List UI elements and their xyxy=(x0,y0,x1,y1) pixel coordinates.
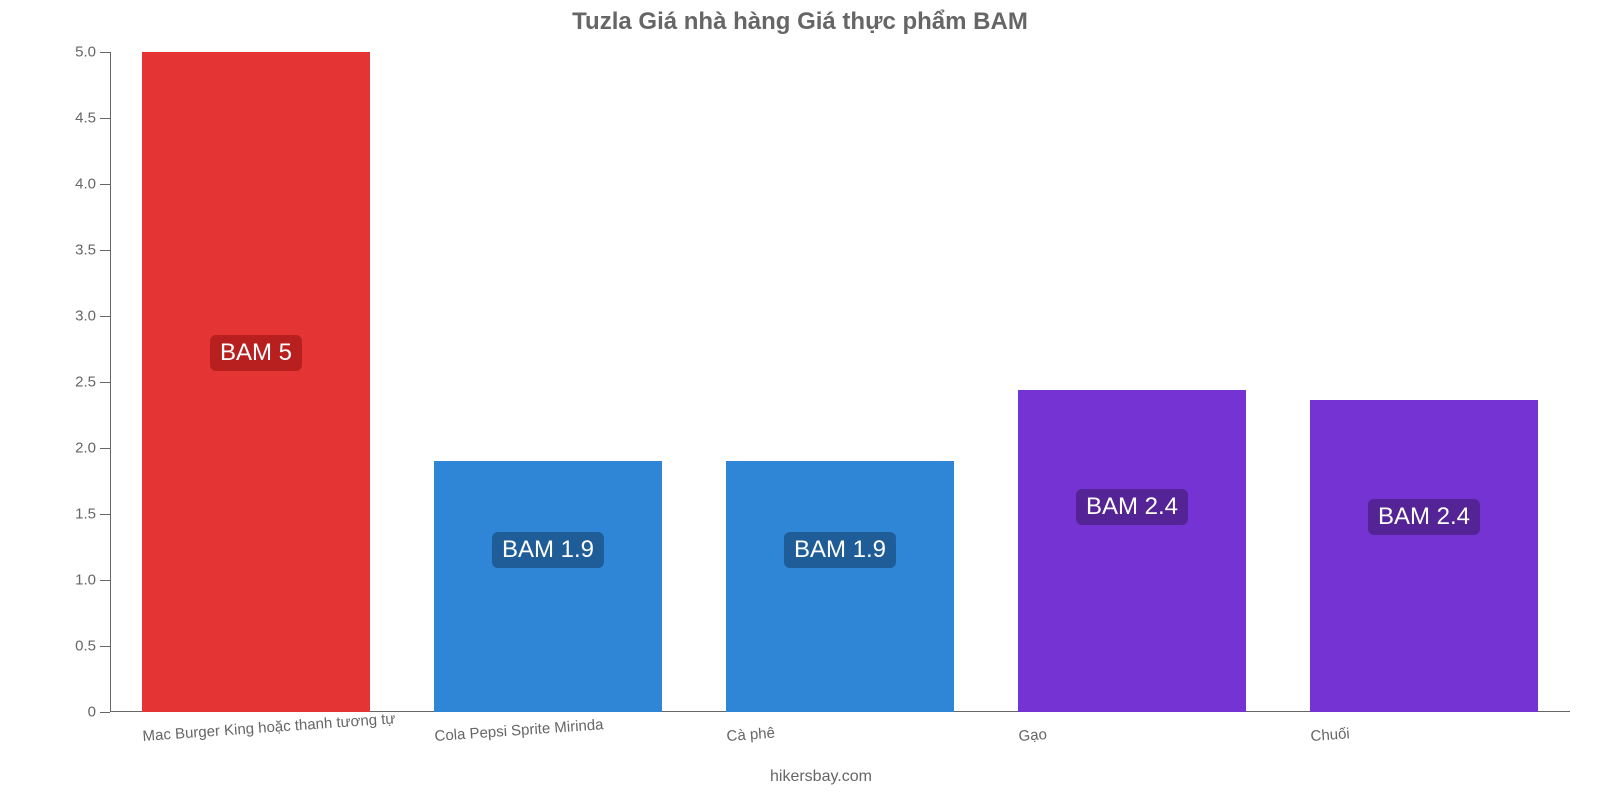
plot-area: 00.51.01.52.02.53.03.54.04.55.0BAM 5Mac … xyxy=(110,52,1570,712)
y-tick-label: 3.5 xyxy=(75,242,110,259)
bar xyxy=(726,461,954,712)
y-tick-label: 2.0 xyxy=(75,440,110,457)
y-tick-label: 1.0 xyxy=(75,572,110,589)
bar xyxy=(1310,400,1538,712)
bar-value-label: BAM 5 xyxy=(210,335,302,371)
y-tick-label: 5.0 xyxy=(75,44,110,61)
y-tick-label: 0.5 xyxy=(75,638,110,655)
x-tick-label: Cà phê xyxy=(726,725,775,745)
bar xyxy=(434,461,662,712)
x-tick-label: Chuối xyxy=(1310,725,1350,745)
x-tick-label: Gạo xyxy=(1018,726,1047,745)
bar xyxy=(1018,390,1246,712)
bar xyxy=(142,52,370,712)
y-tick-label: 0 xyxy=(88,704,110,721)
bar-value-label: BAM 2.4 xyxy=(1368,499,1480,535)
x-tick-label: Cola Pepsi Sprite Mirinda xyxy=(434,716,604,745)
y-tick-label: 2.5 xyxy=(75,374,110,391)
y-axis xyxy=(110,52,111,712)
y-tick-label: 3.0 xyxy=(75,308,110,325)
chart-title: Tuzla Giá nhà hàng Giá thực phẩm BAM xyxy=(0,8,1600,36)
credit-text: hikersbay.com xyxy=(770,768,872,786)
chart-container: Tuzla Giá nhà hàng Giá thực phẩm BAM 00.… xyxy=(0,0,1600,800)
x-tick-label: Mac Burger King hoặc thanh tương tự xyxy=(142,710,396,745)
y-tick-label: 4.5 xyxy=(75,110,110,127)
y-tick-label: 4.0 xyxy=(75,176,110,193)
y-tick-label: 1.5 xyxy=(75,506,110,523)
bar-value-label: BAM 1.9 xyxy=(492,532,604,568)
bar-value-label: BAM 2.4 xyxy=(1076,489,1188,525)
bar-value-label: BAM 1.9 xyxy=(784,532,896,568)
